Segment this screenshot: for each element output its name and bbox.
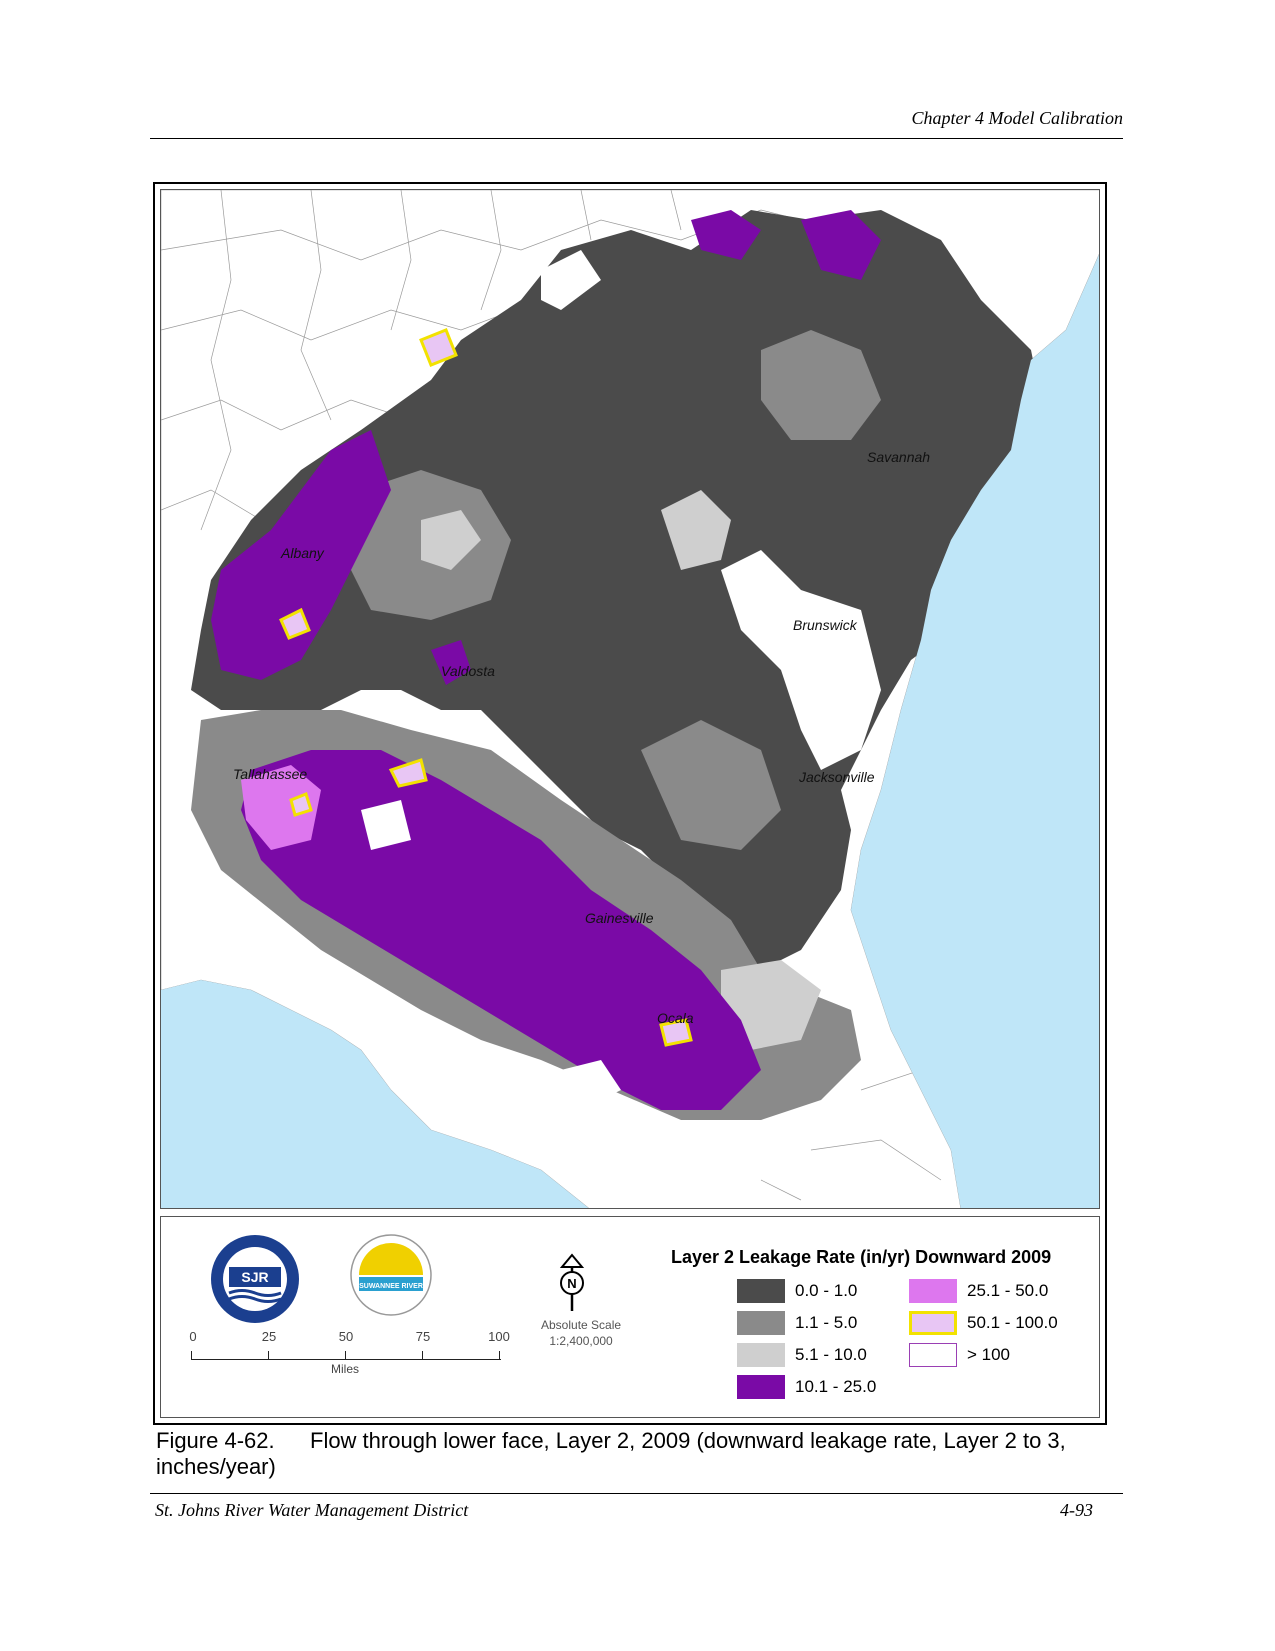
legend-label: 50.1 - 100.0 — [967, 1313, 1058, 1332]
legend-label: 1.1 - 5.0 — [795, 1313, 858, 1332]
svg-text:N: N — [567, 1276, 576, 1291]
city-tallahassee-label: Tallahassee — [233, 766, 307, 782]
gulf-of-mexico — [161, 980, 589, 1208]
legend-swatch — [909, 1279, 957, 1303]
legend-item: > 100 — [909, 1343, 1010, 1367]
city-ocala-label: Ocala — [657, 1010, 694, 1026]
scale-label-0: 0 — [189, 1329, 197, 1344]
legend-swatch — [909, 1311, 957, 1335]
srwmd-logo: SUWANNEE RIVER — [349, 1233, 433, 1322]
class-gt-100-region — [361, 250, 881, 1110]
svg-text:SJR: SJR — [241, 1269, 268, 1285]
sjrwmd-logo: SJR — [209, 1233, 301, 1330]
legend-label: > 100 — [967, 1345, 1011, 1364]
chapter-header: Chapter 4 Model Calibration — [911, 108, 1124, 128]
legend-label: 0.0 - 1.0 — [795, 1281, 858, 1300]
city-gainesville-label: Gainesville — [585, 910, 654, 926]
legend-item: 1.1 - 5.0 — [737, 1311, 857, 1335]
class-10-25-region — [211, 430, 391, 680]
county-boundaries — [161, 190, 962, 1201]
svg-text:SUWANNEE RIVER: SUWANNEE RIVER — [359, 1283, 423, 1290]
city-valdosta-label: Valdosta — [441, 663, 495, 679]
scale-label-100: 100 — [488, 1329, 510, 1344]
atlantic-ocean — [851, 254, 1099, 1208]
header-rule — [150, 138, 1123, 139]
scale-line — [191, 1359, 501, 1360]
legend-label: 5.1 - 10.0 — [795, 1345, 867, 1364]
legend-title: Layer 2 Leakage Rate (in/yr) Downward 20… — [671, 1247, 1052, 1267]
class-50-100-region — [279, 328, 693, 1047]
scale-label-50: 50 — [338, 1329, 354, 1344]
page-number: 4-93 — [1060, 1500, 1093, 1520]
city-albany-label: Albany — [280, 545, 325, 561]
figure-number: Figure 4-62. — [156, 1428, 275, 1453]
city-brunswick-label: Brunswick — [793, 617, 858, 633]
legend-item: 25.1 - 50.0 — [909, 1279, 1048, 1303]
figure-frame — [153, 182, 1107, 1425]
legend-item: 5.1 - 10.0 — [737, 1343, 867, 1367]
legend-swatch — [909, 1343, 957, 1367]
scale-label-25: 25 — [261, 1329, 277, 1344]
legend-label: 25.1 - 50.0 — [967, 1281, 1049, 1300]
map-canvas: Savannah Albany Brunswick Valdosta Jacks… — [161, 190, 1099, 1208]
figure-caption: Figure 4-62. Flow through lower face, Lay… — [156, 1428, 1116, 1480]
legend-item: 10.1 - 25.0 — [737, 1375, 876, 1399]
legend-swatch — [737, 1279, 785, 1303]
city-jacksonville-label: Jacksonville — [798, 769, 875, 785]
footer-organization: St. Johns River Water Management Distric… — [155, 1500, 469, 1520]
absolute-scale-value: 1:2,400,000 — [549, 1334, 613, 1348]
scale-bar: 0 25 50 75 100 Miles — [189, 1329, 511, 1376]
legend-swatch — [737, 1311, 785, 1335]
scale-label-75: 75 — [415, 1329, 431, 1344]
scale-unit-label: Miles — [331, 1362, 360, 1376]
absolute-scale-label: Absolute Scale — [541, 1318, 622, 1332]
class-5-10-region — [661, 490, 731, 570]
north-arrow-icon: N — [554, 1253, 590, 1318]
legend-swatch — [737, 1343, 785, 1367]
legend-item: 0.0 - 1.0 — [737, 1279, 857, 1303]
figure-caption-text: Flow through lower face, Layer 2, 2009 (… — [156, 1428, 1066, 1479]
leakage-map: Savannah Albany Brunswick Valdosta Jacks… — [160, 189, 1100, 1209]
legend-label: 10.1 - 25.0 — [795, 1377, 877, 1396]
city-savannah-label: Savannah — [867, 449, 930, 465]
absolute-scale: Absolute Scale 1:2,400,000 — [541, 1317, 621, 1349]
legend-item: 50.1 - 100.0 — [909, 1311, 1058, 1335]
class-25-50-region — [241, 765, 321, 850]
legend-swatch — [737, 1375, 785, 1399]
footer-rule — [150, 1493, 1123, 1494]
legend-panel: SJR SUWANNEE RIVER 0 25 50 75 100 Miles — [160, 1216, 1100, 1418]
